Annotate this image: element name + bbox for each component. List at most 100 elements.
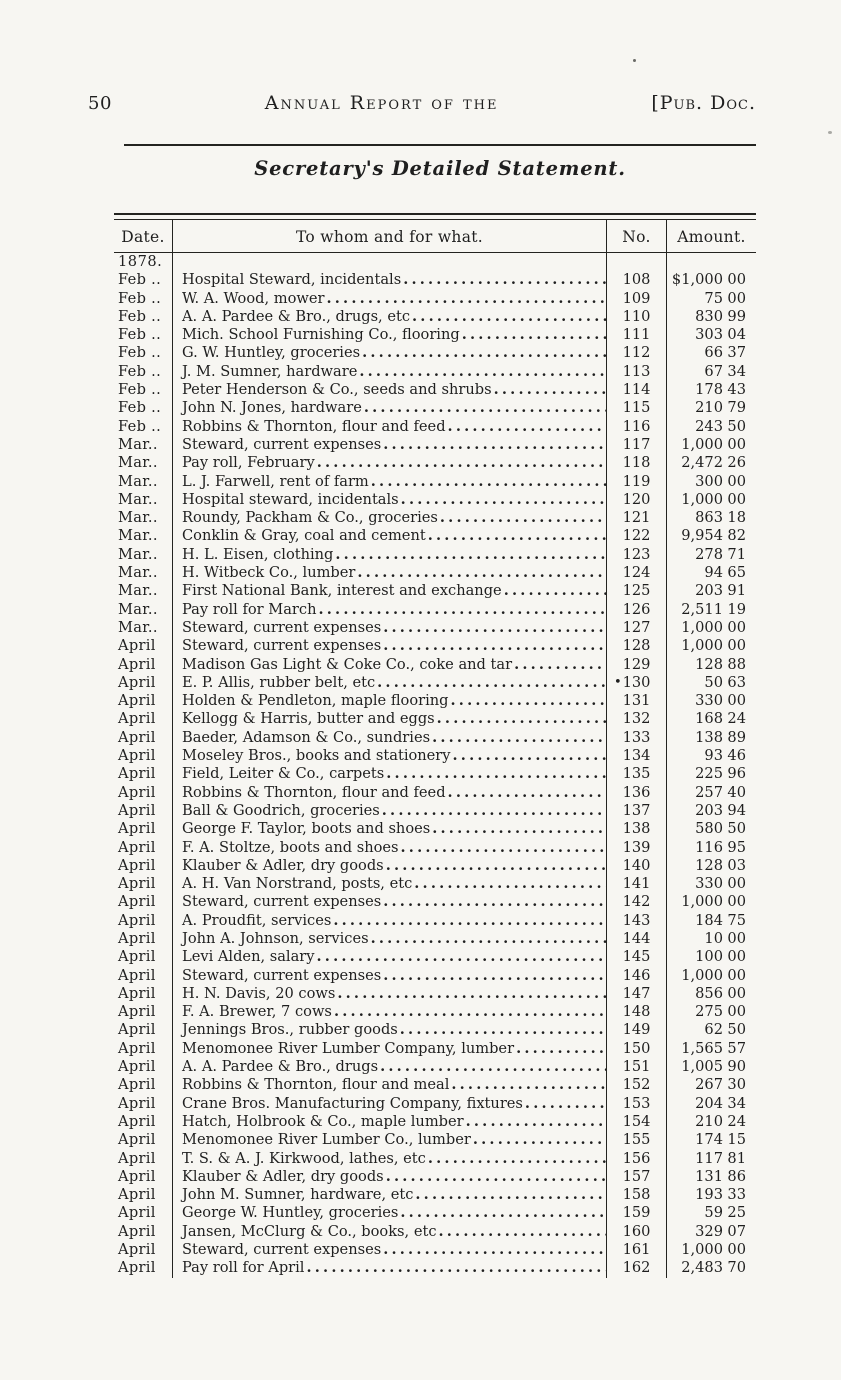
- dot-leader: [364, 399, 606, 417]
- date-label: April: [118, 966, 156, 984]
- date-label: April: [118, 1241, 156, 1259]
- amount-dollars: 243: [695, 417, 723, 435]
- voucher-number: 142: [622, 893, 651, 911]
- amount-dollars: 330: [695, 692, 723, 710]
- voucher-no-cell: • 148: [607, 1003, 667, 1022]
- date-cell: Mar..: [114, 472, 173, 491]
- table-row: April George F. Taylor, boots and shoes …: [114, 820, 756, 839]
- date-label: April: [118, 1131, 156, 1149]
- table-row: April Ball & Goodrich, groceries • 137 2…: [114, 801, 756, 821]
- voucher-number: 146: [622, 966, 651, 984]
- amount-cell: 50 63: [667, 674, 756, 692]
- amount-cents: 91: [727, 582, 746, 600]
- header-rule: [124, 144, 756, 146]
- payee-description: A. A. Pardee & Bro., drugs: [182, 1058, 379, 1076]
- date-cell: April: [114, 948, 173, 967]
- table-row: April F. A. Brewer, 7 cows • 148 275 00: [114, 1003, 756, 1022]
- date-label: April: [118, 637, 156, 655]
- amount-cell: 178 43: [667, 381, 756, 399]
- amount-cell: 1,000 00: [667, 491, 756, 509]
- voucher-no-cell: • 113: [607, 362, 667, 382]
- amount-dollars: 203: [695, 582, 723, 600]
- amount-cell: 1,005 90: [667, 1058, 756, 1076]
- amount-cell: 1,000 00: [667, 1241, 756, 1259]
- description-cell: John A. Johnson, services: [173, 929, 607, 949]
- date-cell: April: [114, 1259, 173, 1278]
- date-label: Mar..: [118, 472, 158, 490]
- voucher-number: 136: [622, 783, 651, 801]
- date-label: Mar..: [118, 454, 158, 472]
- description-cell: Steward, current expenses: [173, 966, 607, 985]
- dot-leader: [412, 308, 606, 326]
- dot-leader: [401, 491, 606, 509]
- description-cell: Jansen, McClurg & Co., books, etc: [173, 1222, 607, 1242]
- voucher-number: 125: [622, 582, 651, 600]
- amount-cents: 00: [727, 875, 746, 893]
- voucher-number: 158: [622, 1186, 651, 1204]
- table-row: Mar.. First National Bank, interest and …: [114, 582, 756, 601]
- amount-dollars: 59: [704, 1204, 723, 1222]
- amount-dollars: 128: [695, 655, 723, 673]
- pub-doc-label: [Pub. Doc.: [651, 92, 756, 114]
- date-cell: Feb ..: [114, 362, 173, 382]
- voucher-number: 155: [622, 1131, 651, 1149]
- table-row: April E. P. Allis, rubber belt, etc • 13…: [114, 673, 756, 693]
- voucher-no-cell: • 132: [607, 710, 667, 729]
- amount-cell: 225 96: [667, 765, 756, 783]
- date-label: April: [118, 783, 156, 801]
- payee-description: Hospital Steward, incidentals: [182, 271, 402, 289]
- voucher-number: 112: [622, 344, 651, 362]
- date-cell: April: [114, 1112, 173, 1132]
- date-cell: April: [114, 820, 173, 839]
- date-label: April: [118, 875, 156, 893]
- payee-description: J. M. Sumner, hardware: [182, 362, 358, 380]
- amount-cell: 75 00: [667, 290, 756, 308]
- date-label: April: [118, 820, 156, 838]
- description-cell: Robbins & Thornton, flour and meal: [173, 1076, 607, 1095]
- amount-dollars: 863: [695, 509, 723, 527]
- amount-dollars: 50: [704, 673, 723, 691]
- payee-description: A. Proudfit, services: [182, 911, 332, 929]
- payee-description: John N. Jones, hardware: [182, 399, 362, 417]
- table-row: April Moseley Bros., books and stationer…: [114, 747, 756, 766]
- date-label: April: [118, 1021, 156, 1039]
- table-row: April Jansen, McClurg & Co., books, etc …: [114, 1222, 756, 1242]
- amount-cents: 15: [727, 1131, 746, 1149]
- amount-cents: 37: [727, 344, 746, 362]
- payee-description: John A. Johnson, services: [182, 929, 369, 947]
- dot-leader: [432, 820, 606, 838]
- running-head: 50 Annual Report of the [Pub. Doc.: [88, 92, 756, 114]
- voucher-no-cell: • 144: [607, 929, 667, 949]
- dot-leader: [383, 436, 606, 454]
- date-cell: April: [114, 1076, 173, 1095]
- voucher-number: 126: [622, 600, 651, 618]
- table-row: Mar.. Pay roll, February • 118 2,472 26: [114, 454, 756, 473]
- amount-cents: 90: [727, 1058, 746, 1076]
- amount-dollars: 168: [695, 710, 723, 728]
- amount-cents: 19: [727, 600, 746, 618]
- voucher-number: 139: [622, 838, 651, 856]
- date-cell: April: [114, 1039, 173, 1059]
- date-label: Mar..: [118, 435, 158, 453]
- date-label: Feb ..: [118, 307, 162, 325]
- date-cell: April: [114, 747, 173, 766]
- date-label: April: [118, 1039, 156, 1057]
- dot-leader: [380, 1058, 606, 1076]
- date-label: April: [118, 948, 156, 966]
- voucher-no-cell: • 159: [607, 1204, 667, 1223]
- dot-leader: [466, 1113, 606, 1131]
- amount-cents: 00: [727, 984, 746, 1002]
- date-label: April: [118, 1112, 156, 1130]
- amount-cents: 88: [727, 655, 746, 673]
- amount-dollars: 278: [695, 545, 723, 563]
- voucher-no-cell: • 146: [607, 966, 667, 985]
- amount-cents: 00: [727, 271, 746, 289]
- dot-leader: [432, 729, 606, 747]
- voucher-no-cell: • 127: [607, 618, 667, 638]
- date-label: Mar..: [118, 527, 158, 545]
- voucher-no-cell: • 136: [607, 783, 667, 802]
- table-row: Feb .. Mich. School Furnishing Co., floo…: [114, 326, 756, 345]
- payee-description: A. A. Pardee & Bro., drugs, etc: [182, 307, 411, 325]
- date-cell: April: [114, 1094, 173, 1113]
